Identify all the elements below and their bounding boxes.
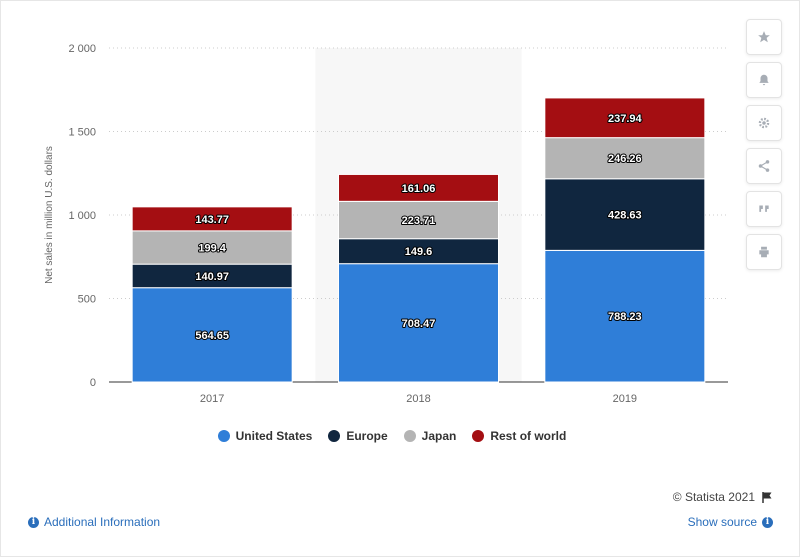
legend-marker (217, 430, 230, 442)
info-icon: i (762, 516, 773, 528)
data-label: 161.06 (402, 183, 436, 195)
legend-item[interactable]: United States (217, 429, 313, 443)
legend-label: Japan (421, 429, 457, 443)
bar-segment (338, 263, 499, 383)
bar-segment (544, 97, 706, 139)
chart-legend: United States Europe Japan Rest of world (1, 429, 783, 443)
data-label: 428.63 (608, 210, 642, 222)
quote-icon[interactable] (746, 191, 782, 227)
legend-label: United States (235, 429, 313, 443)
data-label: 564.65 (195, 330, 229, 342)
x-tick-label: 2018 (406, 393, 430, 405)
y-tick-label: 1 500 (68, 127, 96, 139)
legend-marker (403, 430, 416, 442)
x-tick-label: 2017 (200, 393, 224, 405)
bar-segment (544, 137, 706, 180)
show-source-link[interactable]: Show source i (688, 515, 773, 529)
statista-credit[interactable]: © Statista 2021 (673, 490, 773, 504)
y-tick-label: 2 000 (68, 43, 96, 55)
legend-item[interactable]: Europe (328, 429, 388, 443)
bar-segment (131, 206, 293, 232)
credit-text: © Statista 2021 (672, 490, 755, 504)
legend-item[interactable]: Rest of world (472, 429, 566, 443)
bar-segment (544, 249, 706, 383)
show-source-label: Show source (687, 515, 757, 529)
additional-info-link[interactable]: i Additional Information (28, 515, 160, 529)
legend-marker (472, 430, 485, 442)
y-axis-label: Net sales in million U.S. dollars (44, 146, 55, 284)
data-label: 140.97 (195, 271, 229, 283)
side-toolbar (746, 19, 782, 270)
data-label: 788.23 (608, 311, 642, 323)
bar-segment (544, 178, 706, 251)
y-tick-label: 1 000 (68, 210, 96, 222)
legend-item[interactable]: Japan (403, 429, 457, 443)
data-label: 223.71 (402, 215, 436, 227)
chart-canvas: 0 500 1 000 1 500 2 000 Net sales in million … (44, 43, 728, 405)
data-label: 199.4 (198, 243, 226, 255)
data-label: 149.6 (405, 246, 433, 258)
share-icon[interactable] (746, 148, 782, 184)
bell-icon[interactable] (746, 62, 782, 98)
bar-segment (338, 238, 499, 265)
additional-info-label: Additional Information (44, 515, 161, 529)
data-label: 143.77 (195, 214, 229, 226)
legend-label: Europe (346, 429, 388, 443)
info-icon: i (28, 516, 39, 528)
gear-icon[interactable] (746, 105, 782, 141)
bar-segment (338, 200, 499, 240)
data-label: 237.94 (608, 113, 643, 125)
star-icon[interactable] (746, 19, 782, 55)
print-icon[interactable] (746, 234, 782, 270)
bar-segment (338, 173, 499, 202)
flag-icon (762, 492, 772, 503)
data-label: 708.47 (402, 318, 436, 330)
bar-segment (131, 287, 293, 383)
y-tick-label: 500 (78, 294, 96, 306)
y-tick-label: 0 (90, 377, 96, 389)
legend-label: Rest of world (490, 429, 567, 443)
x-tick-label: 2019 (613, 393, 637, 405)
bar-segment (131, 230, 293, 265)
data-label: 246.26 (608, 153, 642, 165)
legend-marker (328, 430, 341, 442)
